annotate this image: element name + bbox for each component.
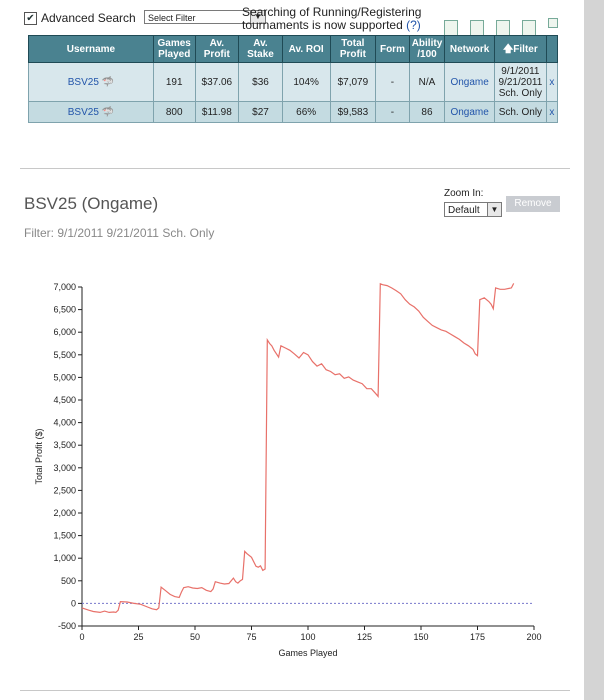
x-tick-label: 25 bbox=[133, 632, 143, 642]
y-tick-label: 3,000 bbox=[53, 463, 76, 473]
divider bbox=[20, 168, 570, 169]
cell-games-played: 800 bbox=[152, 101, 196, 123]
x-tick-label: 150 bbox=[413, 632, 428, 642]
col-av-profit[interactable]: Av. Profit bbox=[194, 35, 240, 63]
zoom-select-value: Default bbox=[448, 205, 480, 216]
cell-username[interactable]: BSV25 🦈 bbox=[28, 62, 154, 102]
cell-form: - bbox=[375, 62, 410, 102]
popout-icon[interactable] bbox=[548, 18, 558, 28]
advanced-search-label: Advanced Search bbox=[41, 11, 136, 25]
username-link[interactable]: BSV25 bbox=[67, 76, 99, 88]
cell-av-roi: 104% bbox=[281, 62, 331, 102]
y-tick-label: 2,500 bbox=[53, 485, 76, 495]
cell-total-profit: $9,583 bbox=[329, 101, 377, 123]
cell-av-roi: 66% bbox=[281, 101, 331, 123]
table-header-row: Username Games Played Av. Profit Av. Sta… bbox=[28, 35, 559, 63]
col-total-profit[interactable]: Total Profit bbox=[329, 35, 377, 63]
profit-chart: -50005001,0001,5002,0002,5003,0003,5004,… bbox=[34, 282, 542, 658]
x-tick-label: 200 bbox=[526, 632, 541, 642]
x-tick-label: 100 bbox=[300, 632, 315, 642]
sort-up-icon: 🡅 bbox=[503, 43, 514, 55]
y-tick-label: 2,000 bbox=[53, 508, 76, 518]
series-line bbox=[81, 282, 515, 614]
export-icon[interactable] bbox=[444, 20, 458, 36]
zoom-select[interactable]: Default ▼ bbox=[444, 202, 502, 217]
table-row: BSV25 🦈 800 $11.98 $27 66% $9,583 - 86 O… bbox=[28, 101, 559, 123]
cell-ability: 86 bbox=[408, 101, 446, 123]
graph-title: BSV25 (Ongame) bbox=[24, 194, 159, 213]
chevron-down-icon: ▼ bbox=[250, 11, 265, 23]
col-filter-label: Filter bbox=[513, 43, 538, 55]
refresh-icon[interactable] bbox=[522, 20, 536, 36]
y-tick-label: 1,000 bbox=[53, 553, 76, 563]
cell-av-stake: $36 bbox=[238, 62, 283, 102]
y-tick-label: 5,500 bbox=[53, 350, 76, 360]
y-tick-label: 3,500 bbox=[53, 440, 76, 450]
col-games-played[interactable]: Games Played bbox=[152, 35, 196, 63]
y-tick-label: 4,500 bbox=[53, 395, 76, 405]
y-tick-label: 6,500 bbox=[53, 305, 76, 315]
page-scrollbar[interactable] bbox=[584, 0, 604, 700]
remove-row-button[interactable]: x bbox=[545, 101, 559, 123]
zoom-label: Zoom In: bbox=[444, 188, 484, 199]
y-tick-label: 7,000 bbox=[53, 282, 76, 292]
col-network[interactable]: Network bbox=[444, 35, 495, 63]
filter-select[interactable]: Select Filter ▼ bbox=[144, 10, 266, 24]
results-table: Username Games Played Av. Profit Av. Sta… bbox=[28, 35, 559, 123]
cell-username[interactable]: BSV25 🦈 bbox=[28, 101, 154, 123]
cell-network[interactable]: Ongame bbox=[444, 62, 495, 102]
col-av-stake[interactable]: Av. Stake bbox=[238, 35, 283, 63]
help-link[interactable]: (?) bbox=[406, 18, 421, 32]
x-tick-label: 125 bbox=[357, 632, 372, 642]
x-tick-label: 75 bbox=[246, 632, 256, 642]
col-ability[interactable]: Ability /100 bbox=[408, 35, 446, 63]
search-notice: Searching of Running/Registering tournam… bbox=[242, 6, 442, 32]
y-axis-label: Total Profit ($) bbox=[34, 428, 44, 484]
cell-ability: N/A bbox=[408, 62, 446, 102]
graph-filter-text: Filter: 9/1/2011 9/21/2011 Sch. Only bbox=[24, 226, 215, 240]
y-tick-label: 1,500 bbox=[53, 531, 76, 541]
y-tick-label: -500 bbox=[58, 621, 76, 631]
filter-select-value: Select Filter bbox=[148, 13, 196, 23]
toolbar-icons bbox=[444, 18, 558, 36]
y-tick-label: 4,000 bbox=[53, 418, 76, 428]
shark-icon: 🦈 bbox=[101, 106, 115, 118]
cell-av-profit: $11.98 bbox=[194, 101, 240, 123]
x-tick-label: 50 bbox=[190, 632, 200, 642]
x-tick-label: 0 bbox=[79, 632, 84, 642]
advanced-search-checkbox[interactable]: ✔ bbox=[24, 11, 37, 25]
remove-row-button[interactable]: x bbox=[545, 62, 559, 102]
cell-filter: Sch. Only bbox=[494, 101, 547, 123]
table-row: BSV25 🦈 191 $37.06 $36 104% $7,079 - N/A… bbox=[28, 62, 559, 102]
remove-button[interactable]: Remove bbox=[506, 196, 560, 212]
cell-filter: 9/1/2011 9/21/2011 Sch. Only bbox=[494, 62, 547, 102]
col-filter[interactable]: 🡅Filter bbox=[494, 35, 547, 63]
x-tick-label: 175 bbox=[470, 632, 485, 642]
close-window-icon[interactable] bbox=[496, 20, 510, 36]
cell-network[interactable]: Ongame bbox=[444, 101, 495, 123]
copy-icon[interactable] bbox=[470, 20, 484, 36]
chevron-down-icon: ▼ bbox=[487, 203, 501, 216]
advanced-search-toggle[interactable]: ✔ Advanced Search bbox=[24, 11, 136, 25]
col-form[interactable]: Form bbox=[375, 35, 410, 63]
col-username[interactable]: Username bbox=[28, 35, 154, 63]
col-av-roi[interactable]: Av. ROI bbox=[281, 35, 331, 63]
cell-games-played: 191 bbox=[152, 62, 196, 102]
search-notice-text: Searching of Running/Registering tournam… bbox=[242, 5, 422, 32]
x-axis-label: Games Played bbox=[278, 648, 337, 658]
y-tick-label: 6,000 bbox=[53, 327, 76, 337]
divider bbox=[20, 690, 570, 691]
cell-av-stake: $27 bbox=[238, 101, 283, 123]
cell-form: - bbox=[375, 101, 410, 123]
y-tick-label: 5,000 bbox=[53, 372, 76, 382]
cell-total-profit: $7,079 bbox=[329, 62, 377, 102]
shark-icon: 🦈 bbox=[101, 76, 115, 88]
y-tick-label: 0 bbox=[71, 598, 76, 608]
username-link[interactable]: BSV25 bbox=[67, 106, 99, 118]
search-toolbar: ✔ Advanced Search Select Filter ▼ Search… bbox=[24, 6, 574, 36]
y-tick-label: 500 bbox=[61, 576, 76, 586]
cell-av-profit: $37.06 bbox=[194, 62, 240, 102]
col-remove bbox=[545, 35, 559, 63]
